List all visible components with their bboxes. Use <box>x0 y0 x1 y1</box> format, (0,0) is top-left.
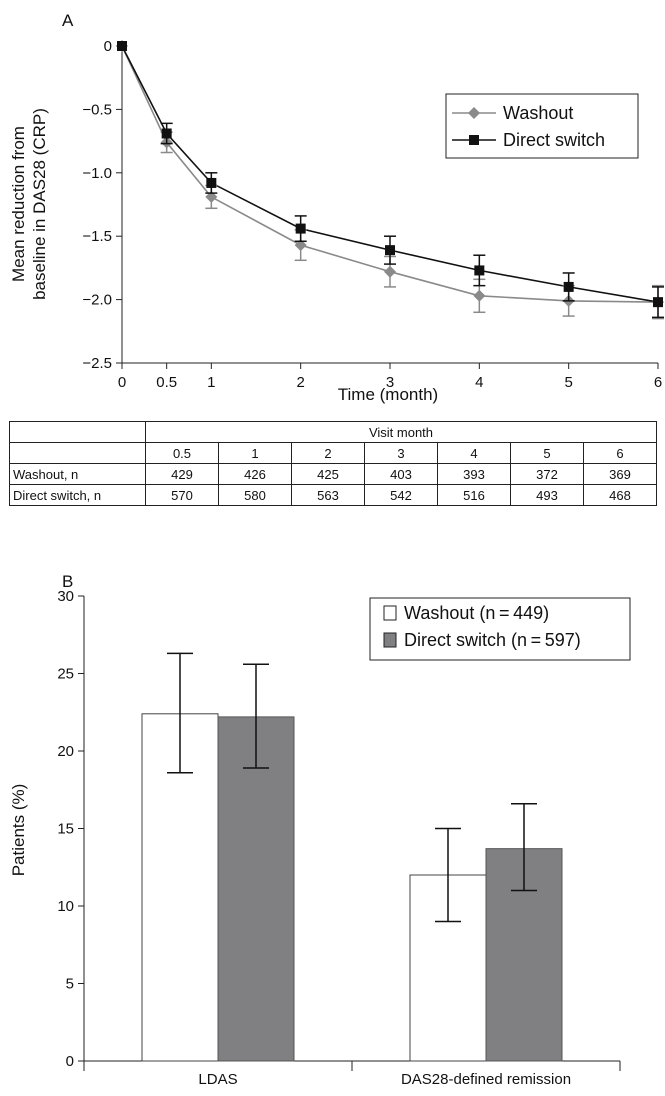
y-tick-label: 5 <box>66 976 74 993</box>
x-category-label: LDAS <box>198 1071 237 1088</box>
y-tick-label: 30 <box>57 588 74 605</box>
panel-a-label: A <box>62 11 74 30</box>
visit-table-cell: 516 <box>437 484 511 506</box>
panel-b-legend: Washout (n = 449) Direct switch (n = 597… <box>369 597 631 661</box>
data-point-square <box>117 41 127 51</box>
data-point-diamond <box>473 289 486 302</box>
legend-washout-swatch <box>383 605 397 621</box>
panel-b-axes: 0 5 10 15 20 25 30 LDAS DAS28-defined remission <box>57 588 621 1088</box>
visit-table-cell: 369 <box>583 463 657 485</box>
x-tick-label: 3 <box>386 374 394 391</box>
bar <box>485 848 563 1062</box>
visit-table-header: Visit month <box>145 421 657 443</box>
legend-washout-diamond-marker <box>468 107 480 119</box>
visit-table-cell: 563 <box>291 484 365 506</box>
panel-a-legend: Washout Direct switch <box>445 93 639 159</box>
visit-table-cell: 403 <box>364 463 438 485</box>
data-point-diamond <box>294 239 307 252</box>
panel-a-legend-box <box>445 93 639 159</box>
visit-table-row-direct-switch: Direct switch, n 570 580 563 542 516 493… <box>9 484 657 506</box>
visit-table-month: 0.5 <box>145 442 219 464</box>
visit-table-row-label: Direct switch, n <box>9 484 146 506</box>
data-point-diamond <box>384 265 396 278</box>
panel-a-y-axis-label-line-2: baseline in DAS28 (CRP) <box>30 108 49 300</box>
legend-direct-switch-square-marker <box>469 135 479 145</box>
panel-b-y-axis-label: Patients (%) <box>9 784 28 877</box>
panel-a-series <box>116 40 664 320</box>
panel-b-bars <box>141 652 563 1062</box>
y-tick-label: 25 <box>57 666 74 683</box>
visit-table-cell: 580 <box>218 484 292 506</box>
visit-count-table: Visit month 0.5 1 2 3 4 5 6 Washout, n 4… <box>9 421 657 506</box>
data-point-square <box>653 297 663 308</box>
visit-table-month: 6 <box>583 442 657 464</box>
y-tick-label: −1.5 <box>82 228 112 245</box>
visit-table-cell: 372 <box>510 463 584 485</box>
x-tick-label: 0.5 <box>156 374 177 391</box>
visit-table-cell: 429 <box>145 463 219 485</box>
visit-table-cell: 493 <box>510 484 584 506</box>
data-point-square <box>206 177 217 188</box>
x-tick-label: 6 <box>654 374 662 391</box>
data-point-square <box>474 265 485 276</box>
panel-b-legend-box <box>369 597 631 661</box>
visit-table-corner-cell <box>9 421 146 443</box>
y-tick-label: 0 <box>104 38 112 55</box>
data-point-square <box>385 245 395 256</box>
visit-table-month-row-label <box>9 442 146 464</box>
panel-a-y-axis-label-line-1: Mean reduction from <box>9 126 28 282</box>
visit-table-cell: 425 <box>291 463 365 485</box>
legend-washout-label: Washout (n = 449) <box>404 603 549 623</box>
x-tick-label: 2 <box>296 374 304 391</box>
y-tick-label: 20 <box>57 743 74 760</box>
panel-a-axes: 0 −0.5 −1.0 −1.5 −2.0 −2.5 0 0.5 1 2 3 4 5 6 <box>82 38 662 391</box>
data-point-square <box>161 128 172 139</box>
legend-direct-switch-label: Direct switch <box>503 130 605 150</box>
panel-a-line-chart: A 0 −0.5 −1.0 −1.5 −2.0 −2.5 0 0.5 1 2 3 4 5 6 Time (… <box>9 11 664 404</box>
visit-table-header-row: Visit month <box>9 421 657 443</box>
x-category-label: DAS28-defined remission <box>401 1071 571 1088</box>
series-line <box>121 45 659 303</box>
y-tick-label: 15 <box>57 821 74 838</box>
visit-table-cell: 468 <box>583 484 657 506</box>
visit-table-row-washout: Washout, n 429 426 425 403 393 372 369 <box>9 463 657 485</box>
panel-b-label: B <box>62 572 73 591</box>
visit-table-month-row: 0.5 1 2 3 4 5 6 <box>9 442 657 464</box>
visit-table-cell: 570 <box>145 484 219 506</box>
y-tick-label: −2.0 <box>82 292 112 309</box>
legend-direct-switch-label: Direct switch (n = 597) <box>404 630 581 650</box>
visit-table-cell: 426 <box>218 463 292 485</box>
visit-table-month: 4 <box>437 442 511 464</box>
legend-washout-label: Washout <box>503 103 573 123</box>
series-line <box>121 45 659 303</box>
visit-table-month: 2 <box>291 442 365 464</box>
data-point-diamond <box>205 190 218 203</box>
y-tick-label: −1.0 <box>82 165 112 182</box>
y-tick-label: 10 <box>57 898 74 915</box>
y-tick-label: −2.5 <box>82 355 112 372</box>
x-tick-label: 5 <box>564 374 572 391</box>
visit-table-row-label: Washout, n <box>9 463 146 485</box>
visit-table-month: 3 <box>364 442 438 464</box>
visit-table-cell: 542 <box>364 484 438 506</box>
visit-table-month: 5 <box>510 442 584 464</box>
data-point-square <box>563 281 574 292</box>
y-tick-label: 0 <box>66 1053 74 1070</box>
x-tick-label: 1 <box>207 374 215 391</box>
legend-direct-switch-swatch <box>383 632 397 648</box>
bar <box>217 716 295 1062</box>
data-point-square <box>295 223 306 234</box>
x-tick-label: 0 <box>118 374 126 391</box>
visit-table-month: 1 <box>218 442 292 464</box>
visit-table-cell: 393 <box>437 463 511 485</box>
panel-a-x-axis-label: Time (month) <box>338 385 438 404</box>
y-tick-label: −0.5 <box>82 101 112 118</box>
x-tick-label: 4 <box>475 374 483 391</box>
panel-b-bar-chart: B 0 5 10 15 20 25 30 LDAS DAS28-defined remissio… <box>9 572 631 1088</box>
